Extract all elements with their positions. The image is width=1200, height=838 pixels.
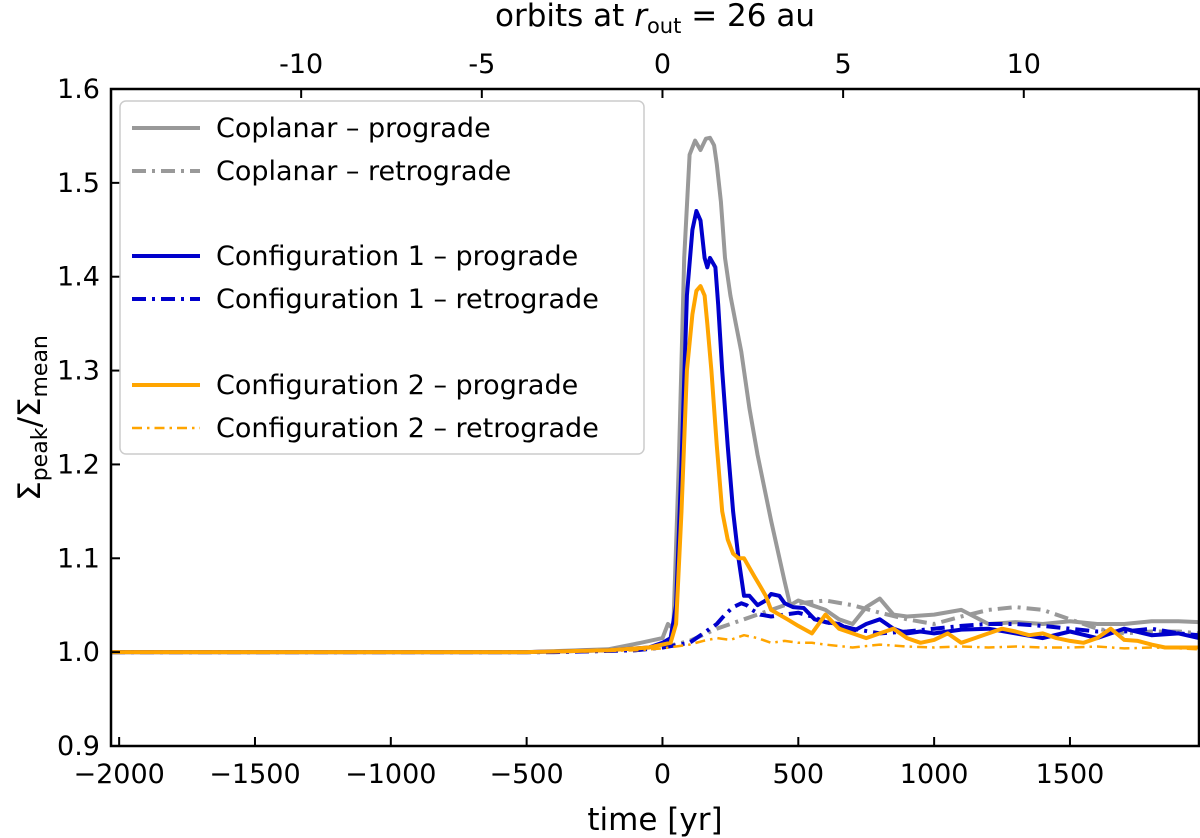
x-tick-label: −2000 — [73, 759, 164, 790]
y-tick-label: 1.2 — [57, 449, 100, 480]
x-tick-label: −1500 — [209, 759, 300, 790]
legend-label-3: Configuration 1 – prograde — [216, 241, 578, 272]
x-tick-label: 1500 — [1036, 759, 1105, 790]
y-tick-label: 1.6 — [57, 74, 100, 105]
x-tick-label: −500 — [490, 759, 564, 790]
y-axis-label: Σpeak/Σmean — [12, 335, 53, 501]
legend-label-6: Configuration 2 – retrograde — [216, 413, 599, 444]
ticks-layer: −2000 −1500 −1000 −500 0 500 1000 1500 0.9 1.0 1.1… — [57, 49, 1104, 790]
legend-label-5: Configuration 2 – prograde — [216, 370, 578, 401]
legend-label-1: Coplanar – prograde — [216, 113, 491, 144]
top-x-tick-label: -5 — [468, 49, 495, 80]
y-tick-label: 0.9 — [57, 731, 100, 762]
x-tick-label: 500 — [773, 759, 825, 790]
top-x-tick-label: 0 — [654, 49, 671, 80]
y-tick-label: 1.0 — [57, 637, 100, 668]
x-tick-label: 0 — [654, 759, 671, 790]
series-line-5 — [111, 284, 1199, 655]
plot-frame — [109, 87, 1200, 748]
x-tick-label: 1000 — [900, 759, 969, 790]
top-x-axis-label: orbits at rout = 26 au — [495, 0, 815, 38]
series-line-6 — [111, 633, 1199, 654]
y-tick-label: 1.4 — [57, 262, 100, 293]
series-layer — [111, 135, 1199, 655]
x-axis-label: time [yr] — [587, 802, 722, 838]
y-tick-label: 1.3 — [57, 356, 100, 387]
top-x-tick-label: 5 — [835, 49, 852, 80]
y-tick-label: 1.5 — [57, 168, 100, 199]
x-tick-label: −1000 — [345, 759, 436, 790]
legend-box — [119, 100, 645, 455]
top-x-tick-label: 10 — [1007, 49, 1041, 80]
legend: Coplanar – prograde Coplanar – retrograde… — [119, 100, 645, 455]
top-x-tick-label: -10 — [279, 49, 323, 80]
legend-label-4: Configuration 1 – retrograde — [216, 284, 599, 315]
y-tick-label: 1.1 — [57, 543, 100, 574]
legend-label-2: Coplanar – retrograde — [216, 156, 511, 187]
